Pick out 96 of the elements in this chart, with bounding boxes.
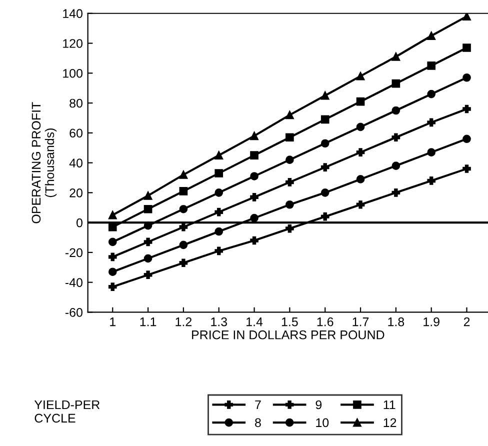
point [108, 238, 117, 246]
point [427, 176, 436, 185]
point [144, 270, 152, 280]
point [427, 90, 436, 98]
legend-label: 7 [255, 400, 261, 410]
point [320, 188, 330, 197]
legend-label: 9 [316, 400, 322, 410]
x-tick-label: 1.2 [176, 317, 192, 326]
x-axis-title: PRICE IN DOLLARS PER POUND [192, 330, 384, 340]
point [214, 151, 224, 160]
point [462, 134, 471, 144]
point [286, 178, 294, 186]
point [462, 164, 471, 173]
point [179, 170, 188, 179]
point [250, 192, 258, 202]
point [392, 188, 400, 197]
x-tick-label: 1.6 [317, 317, 334, 326]
point [462, 44, 471, 52]
point [392, 162, 400, 170]
point [462, 13, 471, 21]
point [250, 172, 258, 180]
point [286, 133, 294, 142]
point [108, 268, 117, 276]
point [144, 254, 152, 263]
x-tick-label: 1 [110, 318, 116, 326]
x-tick-label: 1.4 [246, 318, 263, 326]
x-tick-label: 1.9 [424, 317, 440, 326]
point [108, 252, 117, 262]
y-tick-label: 120 [63, 39, 82, 48]
x-tick-label: 1.1 [140, 318, 156, 326]
point [108, 210, 117, 220]
point [392, 79, 400, 88]
point [179, 187, 188, 196]
x-tick-label: 1.8 [388, 317, 404, 326]
point [356, 175, 365, 184]
legend-title: YIELD-PER CYCLE [34, 400, 100, 423]
point [250, 236, 258, 245]
point [250, 151, 258, 160]
y-tick-label: 140 [63, 9, 82, 18]
point [356, 122, 365, 132]
point [286, 200, 294, 209]
point [356, 200, 365, 209]
y-tick-label: -60 [65, 308, 82, 317]
y-tick-label: 80 [70, 98, 82, 108]
legend-label: 11 [384, 400, 396, 410]
point [214, 227, 224, 236]
point [250, 132, 258, 140]
y-tick-label: 100 [63, 68, 82, 78]
point [144, 204, 152, 214]
y-tick-label: 40 [69, 158, 82, 168]
point [427, 148, 436, 156]
y-tick-label: 0 [76, 218, 82, 228]
point [392, 52, 400, 61]
y-tick-label: 60 [70, 128, 82, 138]
point [250, 214, 258, 222]
point [392, 133, 400, 142]
point [320, 163, 330, 172]
point [108, 222, 117, 232]
point [286, 110, 294, 120]
point [356, 97, 365, 106]
point [427, 62, 436, 70]
x-tick-label: 2 [464, 317, 470, 326]
point [320, 139, 330, 148]
point [179, 222, 188, 232]
point [144, 191, 152, 200]
legend-label: 8 [255, 418, 261, 428]
y-tick-label: -20 [65, 248, 82, 258]
point [179, 240, 188, 250]
point [356, 148, 365, 156]
point [320, 91, 330, 100]
point [356, 72, 365, 80]
point [179, 258, 188, 268]
point [144, 238, 152, 246]
point [320, 212, 330, 221]
y-tick-label: -40 [65, 278, 82, 287]
point [462, 104, 471, 114]
point [427, 32, 436, 40]
point [427, 118, 436, 127]
point [179, 204, 188, 214]
point [108, 282, 117, 291]
y-axis-title: OPERATING PROFIT (Thousands) [32, 102, 57, 224]
point [214, 246, 224, 256]
point [214, 169, 224, 178]
x-tick-label: 1.3 [211, 317, 228, 326]
point [286, 224, 294, 233]
point [286, 156, 294, 164]
point [320, 115, 330, 124]
point [392, 106, 400, 115]
point [462, 73, 471, 82]
point [214, 208, 224, 216]
legend-label: 10 [316, 418, 329, 428]
point [214, 188, 224, 197]
y-tick-label: 20 [70, 188, 82, 198]
x-tick-label: 1.5 [282, 318, 298, 326]
legend-label: 12 [384, 418, 396, 427]
x-tick-label: 1.7 [352, 318, 369, 326]
